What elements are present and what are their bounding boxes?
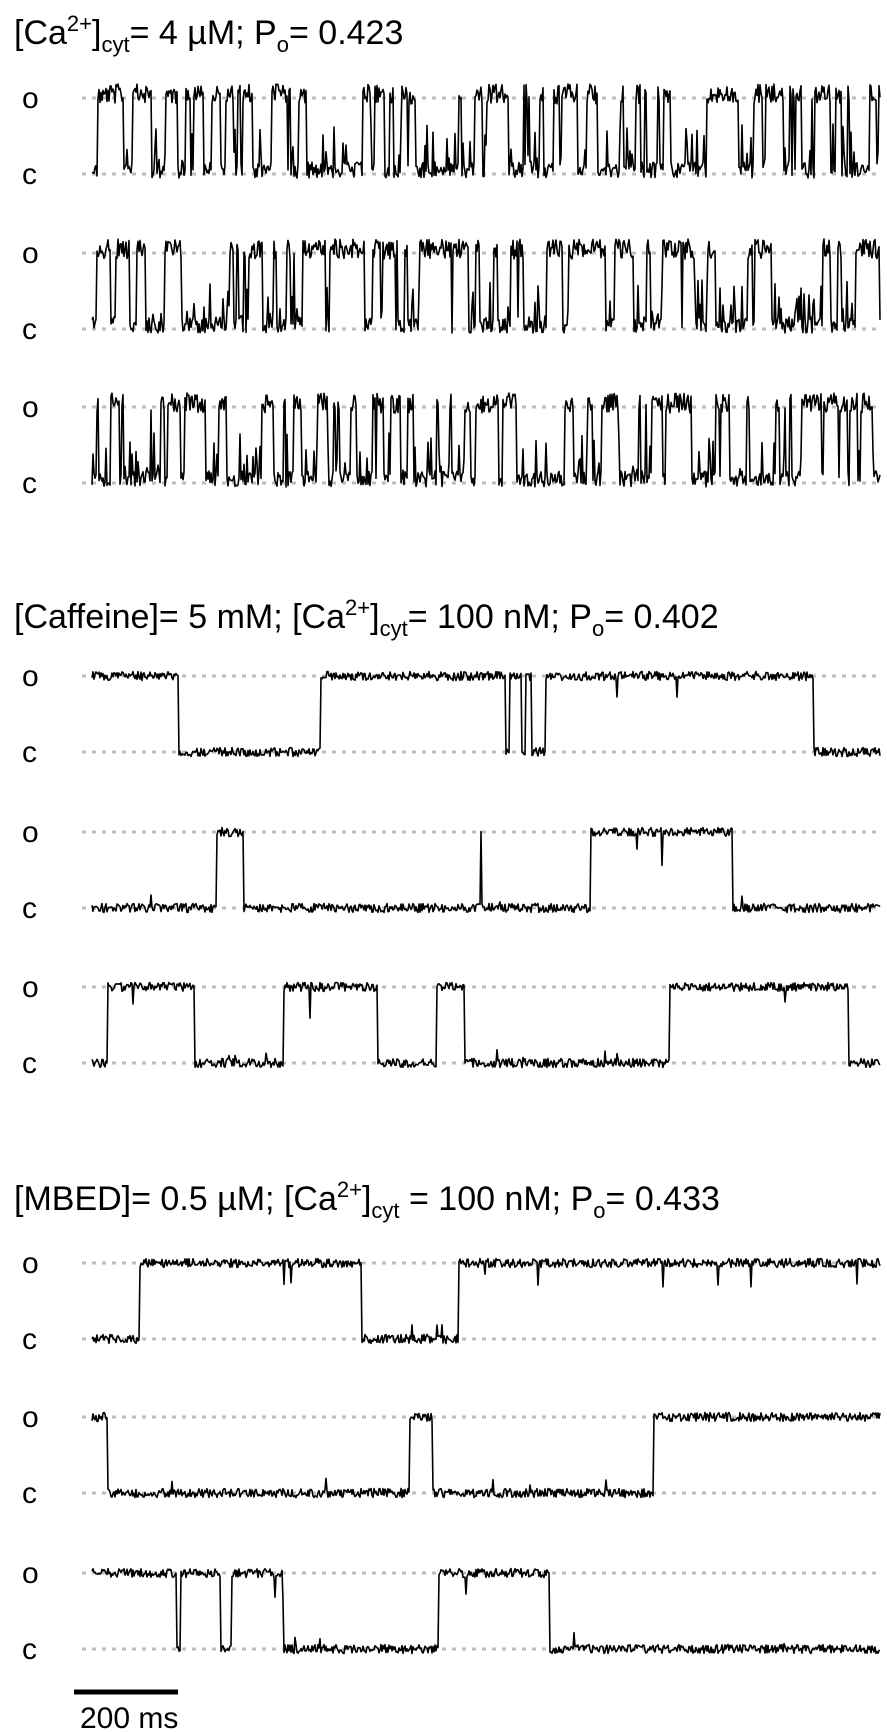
- panel-3-title-d: = 0.433: [606, 1180, 720, 1218]
- panel-3-sweep-3-trace: [91, 1567, 881, 1655]
- panel-2-sweep-3-closed-label: c: [22, 1047, 37, 1080]
- panel-1-title-b-sub: cyt: [101, 32, 129, 57]
- panel-1-title-d: = 0.423: [289, 14, 403, 52]
- panel-2-sweep-1-open-label: o: [22, 660, 39, 693]
- panel-2-title: [Caffeine]= 5 mM; [Ca2+]cyt= 100 nM; Po=…: [14, 595, 719, 641]
- panel-1-sweep-1-closed-label: c: [22, 158, 37, 191]
- panel-3-title-a: [MBED]= 0.5 µM; [Ca: [14, 1180, 337, 1218]
- panel-1-sweep-3-closed-label: c: [22, 467, 37, 500]
- panel-3-sweep-1-open-label: o: [22, 1247, 39, 1280]
- panel-2-title-b-sub: cyt: [380, 616, 408, 641]
- panel-3-sweep-2-trace: [91, 1411, 881, 1499]
- panel-2-sweep-1-closed-label: c: [22, 736, 37, 769]
- panel-1-sweep-1-open-label: o: [22, 82, 39, 115]
- panel-3-sweep-1-trace: [91, 1257, 881, 1345]
- panel-2-sweep-2-trace: [91, 826, 881, 914]
- panel-1-title-c: = 4 µM; P: [130, 14, 277, 52]
- panel-1-title-c-sub: o: [277, 32, 289, 57]
- panel-1-title-a-sup: 2+: [67, 11, 92, 36]
- panel-2-sweep-2-open-label: o: [22, 816, 39, 849]
- panel-3-title-c: = 100 nM; P: [400, 1180, 594, 1218]
- panel-1-sweep-3-open-label: o: [22, 391, 39, 424]
- panel-3-title: [MBED]= 0.5 µM; [Ca2+]cyt = 100 nM; Po= …: [14, 1177, 720, 1223]
- panel-1-sweep-1-trace: [91, 83, 881, 179]
- panel-2-title-a-sup: 2+: [345, 595, 370, 620]
- panel-3-title-a-sup: 2+: [337, 1177, 362, 1202]
- panel-1-sweep-2-closed-label: c: [22, 313, 37, 346]
- panel-3-sweep-3-open-label: o: [22, 1557, 39, 1590]
- panel-3-sweep-3-closed-label: c: [22, 1633, 37, 1666]
- panel-3-title-c-sub: o: [593, 1198, 605, 1223]
- panel-1-sweep-2-open-label: o: [22, 237, 39, 270]
- panel-2-title-d: = 0.402: [604, 598, 718, 636]
- panel-1-title-a: [Ca: [14, 14, 67, 52]
- panel-2-sweep-1-trace: [91, 670, 881, 758]
- panel-1-title: [Ca2+]cyt= 4 µM; Po= 0.423: [14, 11, 403, 57]
- panel-3-sweep-2-open-label: o: [22, 1401, 39, 1434]
- panel-2-sweep-2-closed-label: c: [22, 892, 37, 925]
- panel-3-sweep-1-closed-label: c: [22, 1323, 37, 1356]
- panel-1-sweep-3-trace: [91, 392, 881, 488]
- panel-2-sweep-3-open-label: o: [22, 971, 39, 1004]
- panel-1-title-b: ]: [92, 14, 101, 52]
- panel-2-title-a: [Caffeine]= 5 mM; [Ca: [14, 598, 345, 636]
- panel-1-sweep-2-trace: [91, 238, 881, 334]
- panel-3-title-b: ]: [362, 1180, 371, 1218]
- panel-2-title-b: ]: [370, 598, 379, 636]
- panel-3-sweep-2-closed-label: c: [22, 1477, 37, 1510]
- panel-2-title-c-sub: o: [592, 616, 604, 641]
- panel-2-sweep-3-trace: [91, 981, 881, 1069]
- sweeps-group: o c o c o c o c o c o c o c o c o c: [22, 82, 881, 1666]
- panel-2-title-c: = 100 nM; P: [408, 598, 592, 636]
- scale-bar-label: 200 ms: [80, 1702, 178, 1732]
- panel-3-title-b-sub: cyt: [371, 1198, 399, 1223]
